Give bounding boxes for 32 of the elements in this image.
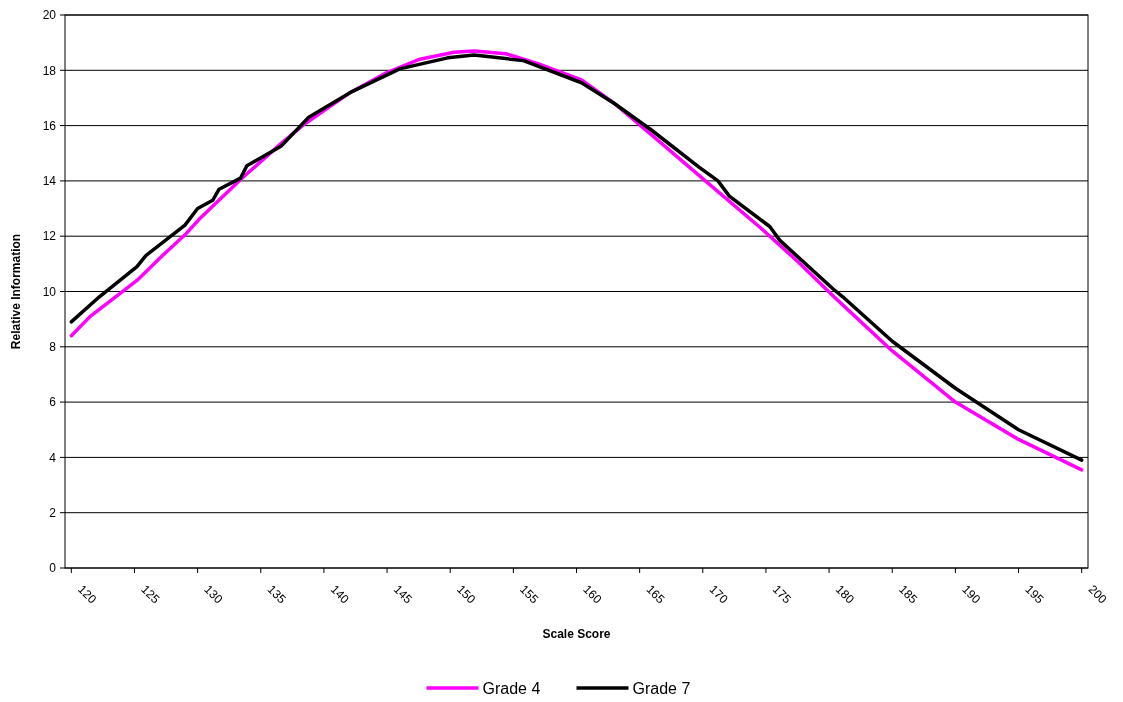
y-tick-label: 14: [42, 174, 57, 189]
x-tick-label: 150: [454, 582, 479, 607]
y-tick-label: 8: [49, 340, 57, 354]
y-tick-label: 18: [42, 63, 57, 78]
y-tick-label: 12: [42, 229, 57, 244]
x-tick-label: 180: [832, 582, 858, 607]
x-tick-label: 120: [75, 582, 100, 607]
x-tick-label: 165: [643, 582, 668, 607]
x-tick-label: 135: [264, 582, 289, 607]
y-tick-label: 10: [42, 284, 57, 299]
x-tick-label: 155: [517, 582, 542, 607]
x-tick-label: 145: [390, 582, 416, 607]
x-tick-label: 195: [1022, 582, 1047, 607]
x-tick-label: 175: [769, 582, 795, 607]
y-tick-label: 6: [49, 395, 57, 410]
x-tick-label: 190: [959, 582, 984, 607]
x-tick-label: 185: [896, 582, 921, 607]
x-axis-title: Scale Score: [542, 627, 611, 641]
y-tick-label: 4: [49, 450, 57, 465]
y-tick-label: 0: [49, 561, 57, 576]
y-tick-label: 20: [42, 8, 57, 23]
x-tick-label: 125: [138, 582, 163, 607]
legend-label: Grade 7: [632, 679, 691, 697]
y-axis-title: Relative Information: [9, 233, 23, 350]
x-tick-label: 140: [327, 582, 353, 607]
y-tick-label: 16: [42, 118, 57, 133]
x-tick-label: 130: [201, 582, 226, 607]
x-tick-label: 170: [706, 582, 731, 607]
x-tick-label: 160: [580, 582, 605, 607]
x-tick-label: 200: [1085, 582, 1110, 607]
legend-label: Grade 4: [482, 679, 541, 697]
y-tick-label: 2: [49, 505, 57, 520]
